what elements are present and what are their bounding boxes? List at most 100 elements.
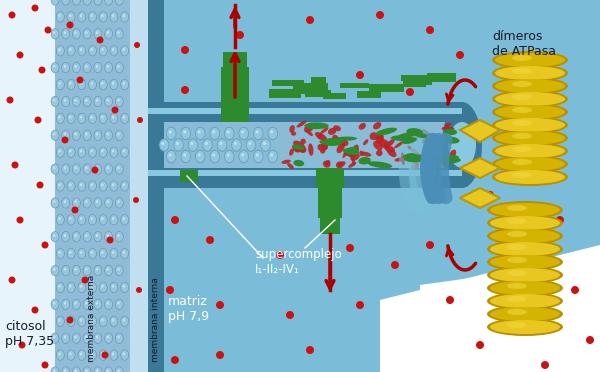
Bar bbox=[311, 77, 326, 85]
Ellipse shape bbox=[62, 97, 70, 106]
Ellipse shape bbox=[89, 80, 96, 89]
Ellipse shape bbox=[101, 285, 104, 288]
Ellipse shape bbox=[56, 249, 64, 259]
Ellipse shape bbox=[426, 26, 434, 34]
Ellipse shape bbox=[196, 128, 205, 139]
Ellipse shape bbox=[56, 147, 65, 158]
Ellipse shape bbox=[236, 31, 244, 39]
Ellipse shape bbox=[88, 316, 97, 327]
Ellipse shape bbox=[507, 296, 527, 302]
Ellipse shape bbox=[346, 149, 354, 157]
Ellipse shape bbox=[85, 31, 88, 34]
Ellipse shape bbox=[116, 29, 123, 39]
Ellipse shape bbox=[117, 234, 119, 237]
Ellipse shape bbox=[73, 131, 80, 140]
Ellipse shape bbox=[370, 132, 377, 140]
Ellipse shape bbox=[117, 65, 119, 68]
Ellipse shape bbox=[181, 46, 189, 54]
Ellipse shape bbox=[379, 132, 383, 141]
Polygon shape bbox=[460, 158, 500, 178]
Ellipse shape bbox=[115, 366, 124, 372]
Ellipse shape bbox=[62, 131, 70, 140]
Ellipse shape bbox=[512, 146, 532, 152]
Ellipse shape bbox=[495, 53, 565, 67]
Ellipse shape bbox=[62, 0, 70, 5]
Ellipse shape bbox=[69, 183, 71, 186]
Ellipse shape bbox=[67, 80, 75, 89]
Ellipse shape bbox=[385, 139, 395, 148]
Ellipse shape bbox=[115, 28, 124, 39]
Polygon shape bbox=[460, 188, 500, 208]
Ellipse shape bbox=[425, 132, 437, 140]
Ellipse shape bbox=[490, 294, 560, 308]
Ellipse shape bbox=[105, 29, 112, 39]
Ellipse shape bbox=[94, 198, 102, 208]
Ellipse shape bbox=[94, 29, 101, 39]
Ellipse shape bbox=[53, 336, 55, 339]
Text: membrana interna: membrana interna bbox=[151, 277, 161, 362]
Ellipse shape bbox=[507, 257, 527, 263]
Ellipse shape bbox=[495, 66, 565, 80]
Ellipse shape bbox=[58, 217, 61, 220]
Bar bbox=[305, 83, 328, 92]
Ellipse shape bbox=[407, 131, 411, 137]
Ellipse shape bbox=[58, 183, 61, 186]
Ellipse shape bbox=[77, 147, 86, 158]
Ellipse shape bbox=[78, 249, 85, 259]
Ellipse shape bbox=[61, 62, 70, 73]
Ellipse shape bbox=[88, 180, 97, 192]
Ellipse shape bbox=[443, 129, 457, 135]
Ellipse shape bbox=[449, 150, 456, 159]
Ellipse shape bbox=[94, 130, 102, 141]
Bar bbox=[340, 83, 370, 88]
Ellipse shape bbox=[211, 151, 219, 162]
Ellipse shape bbox=[64, 166, 66, 169]
Ellipse shape bbox=[495, 131, 565, 145]
Ellipse shape bbox=[101, 150, 104, 153]
Ellipse shape bbox=[53, 133, 55, 135]
Ellipse shape bbox=[107, 237, 113, 244]
Ellipse shape bbox=[322, 141, 328, 151]
Ellipse shape bbox=[91, 82, 93, 85]
Ellipse shape bbox=[61, 265, 70, 276]
Ellipse shape bbox=[96, 336, 98, 339]
Ellipse shape bbox=[77, 214, 86, 225]
Ellipse shape bbox=[220, 142, 223, 145]
Ellipse shape bbox=[58, 319, 61, 321]
Ellipse shape bbox=[287, 163, 294, 169]
Ellipse shape bbox=[85, 369, 88, 372]
Ellipse shape bbox=[74, 268, 77, 271]
Ellipse shape bbox=[206, 236, 214, 244]
Ellipse shape bbox=[83, 231, 91, 242]
Ellipse shape bbox=[115, 130, 124, 141]
Ellipse shape bbox=[64, 65, 66, 68]
Ellipse shape bbox=[122, 48, 125, 51]
Ellipse shape bbox=[289, 148, 294, 156]
Ellipse shape bbox=[83, 299, 91, 309]
Ellipse shape bbox=[77, 12, 86, 22]
Ellipse shape bbox=[56, 350, 64, 360]
Ellipse shape bbox=[73, 29, 80, 39]
Ellipse shape bbox=[301, 139, 306, 144]
Ellipse shape bbox=[317, 134, 322, 139]
Ellipse shape bbox=[117, 268, 119, 271]
Ellipse shape bbox=[69, 251, 71, 254]
Ellipse shape bbox=[107, 31, 109, 34]
Bar bbox=[55, 0, 130, 372]
Ellipse shape bbox=[122, 251, 125, 254]
Ellipse shape bbox=[89, 283, 96, 292]
Ellipse shape bbox=[121, 249, 128, 259]
Ellipse shape bbox=[91, 167, 98, 173]
Ellipse shape bbox=[99, 12, 107, 22]
Ellipse shape bbox=[110, 79, 118, 90]
Ellipse shape bbox=[492, 64, 568, 82]
Ellipse shape bbox=[281, 160, 291, 164]
Bar bbox=[164, 0, 600, 372]
Ellipse shape bbox=[94, 96, 102, 107]
Ellipse shape bbox=[423, 155, 444, 161]
Ellipse shape bbox=[110, 317, 118, 326]
Ellipse shape bbox=[402, 137, 417, 144]
Ellipse shape bbox=[83, 0, 91, 5]
Ellipse shape bbox=[121, 147, 129, 158]
Ellipse shape bbox=[100, 46, 107, 55]
